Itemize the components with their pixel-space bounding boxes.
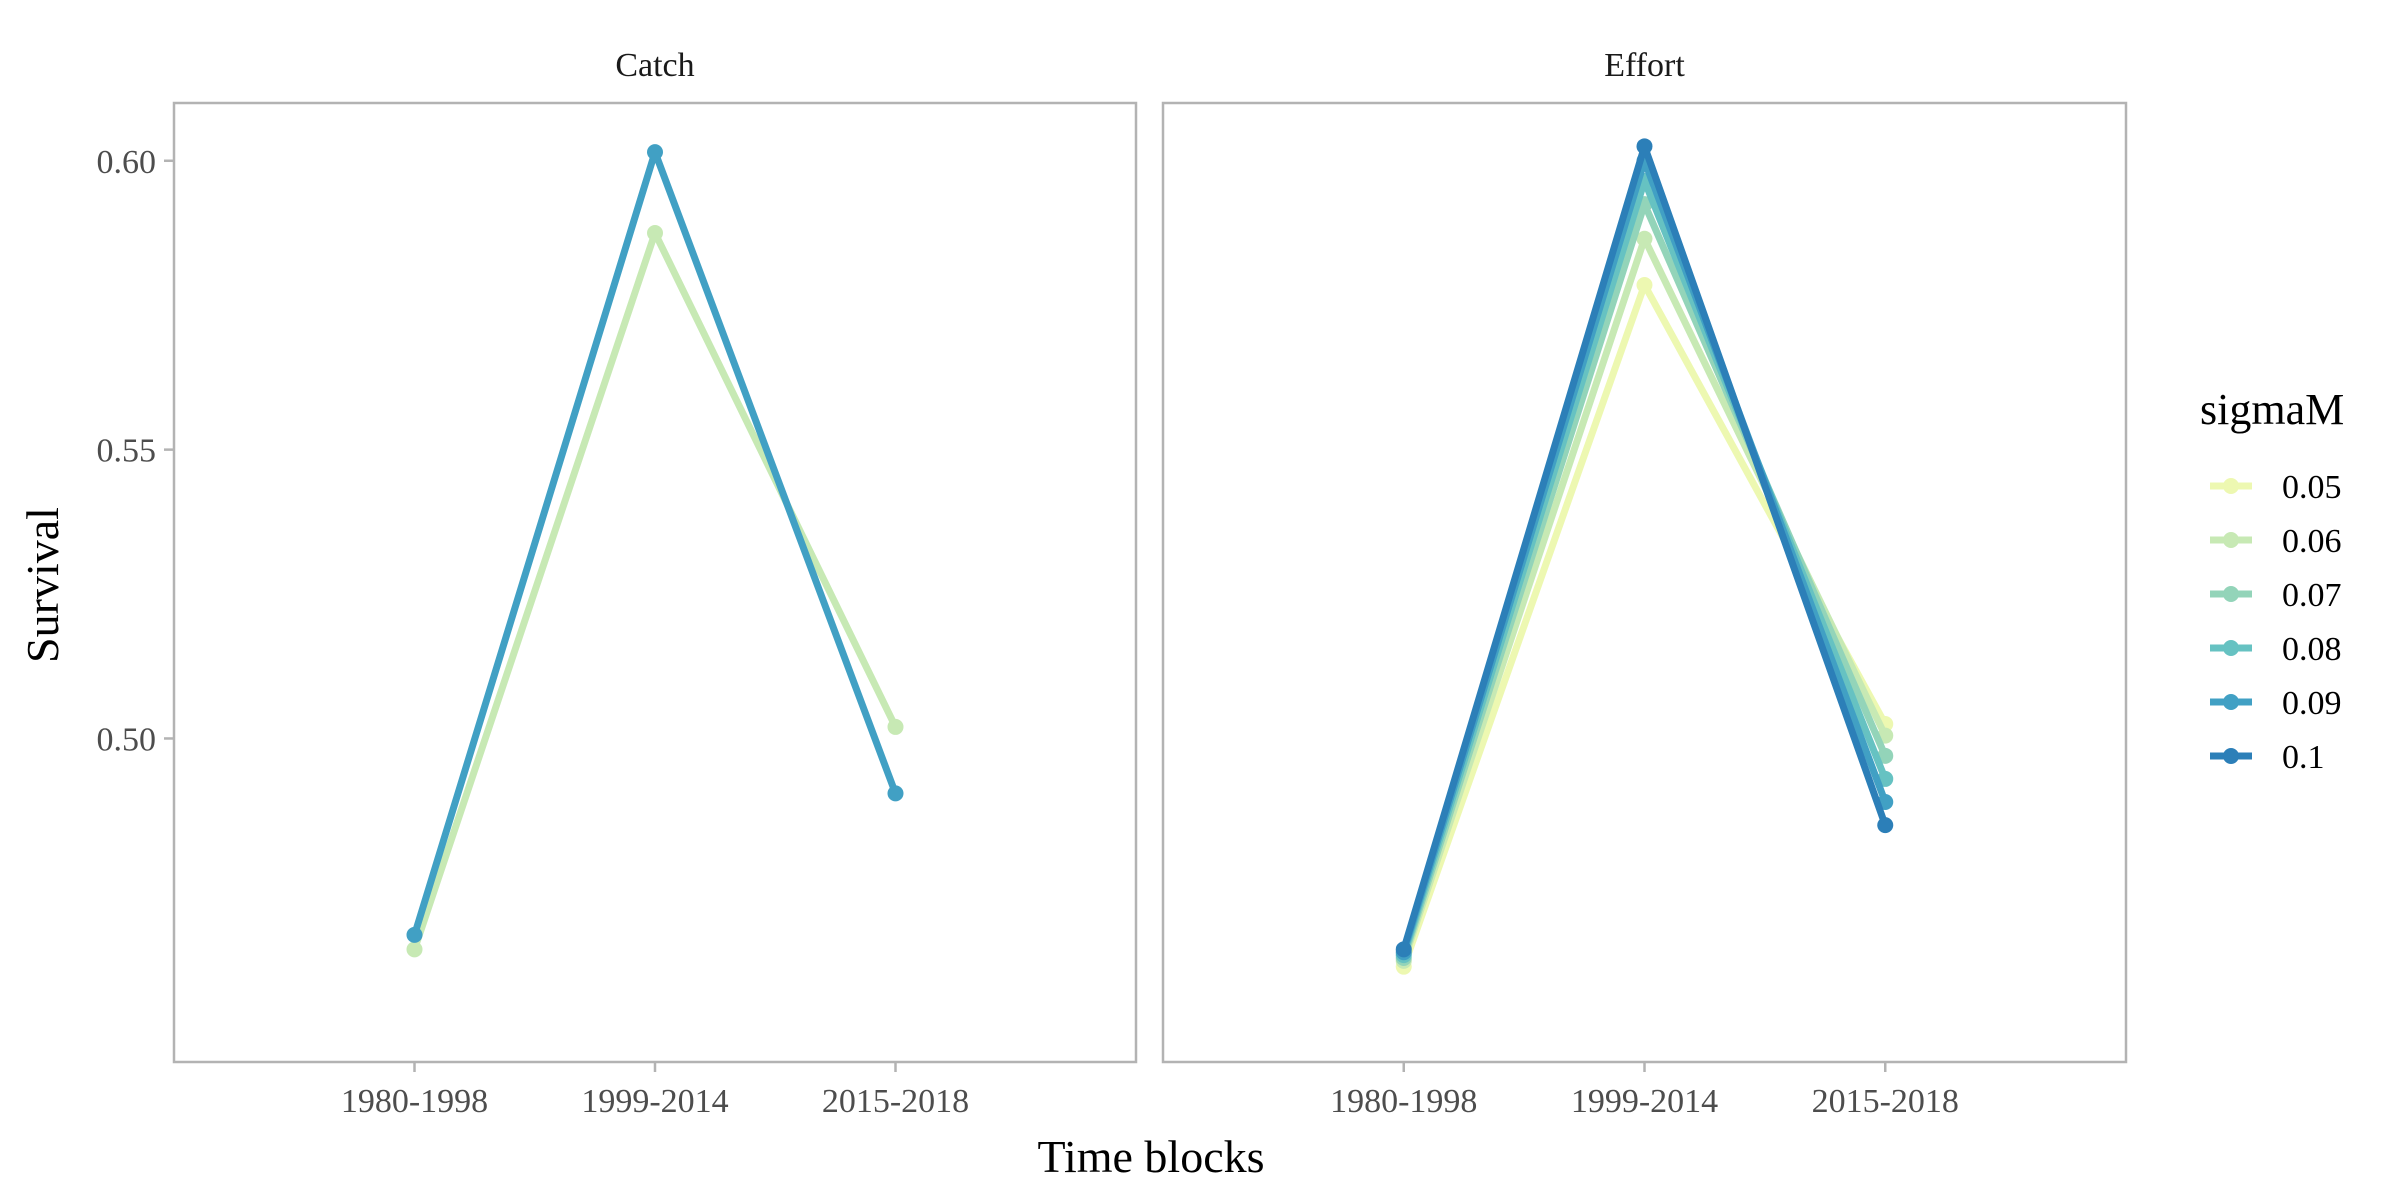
legend-key-point bbox=[2223, 478, 2239, 494]
strip-title-effort: Effort bbox=[1604, 47, 1685, 84]
series-0-1-point bbox=[1877, 817, 1894, 834]
panel-border bbox=[172, 101, 1138, 1064]
series-0-08-line bbox=[1400, 177, 1889, 959]
series-0-06-point bbox=[887, 718, 904, 735]
series-0-09-line bbox=[411, 148, 899, 939]
legend-key-point bbox=[2223, 640, 2239, 656]
series-0-09-point bbox=[647, 144, 663, 161]
legend-entry-0-05: 0.05 bbox=[2210, 469, 2342, 506]
series-0-09-point bbox=[887, 785, 904, 802]
legend-label: 0.07 bbox=[2282, 577, 2342, 614]
facet-panels: Catch 1980-1998 1999-2014 2015-2018 0.50 0.55… bbox=[97, 47, 2128, 1120]
series-0-06 bbox=[406, 224, 904, 958]
x-tick-label: 1980-1998 bbox=[341, 1083, 488, 1120]
legend-entry-0-06: 0.06 bbox=[2210, 523, 2342, 560]
y-tick-label: 0.55 bbox=[97, 433, 157, 470]
legend-title: sigmaM bbox=[2200, 385, 2344, 434]
x-tick-label: 1999-2014 bbox=[581, 1083, 728, 1120]
series-0-05-point bbox=[1636, 276, 1653, 293]
series-0-09 bbox=[406, 144, 904, 943]
legend-entry-0-08: 0.08 bbox=[2210, 631, 2342, 668]
series-0-07 bbox=[1395, 196, 1894, 967]
series-0-06-point bbox=[647, 224, 663, 241]
legend-label: 0.06 bbox=[2282, 523, 2342, 560]
series-0-06-point bbox=[1636, 230, 1653, 247]
y-tick-label: 0.50 bbox=[97, 721, 157, 758]
legend-entry-0-1: 0.1 bbox=[2210, 739, 2325, 776]
x-tick-label: 2015-2018 bbox=[822, 1083, 969, 1120]
x-tick-label: 1999-2014 bbox=[1571, 1083, 1718, 1120]
legend-key-point bbox=[2223, 748, 2239, 764]
strip-title-catch: Catch bbox=[615, 47, 694, 84]
legend-label: 0.1 bbox=[2282, 739, 2325, 776]
y-tick-label: 0.60 bbox=[97, 144, 157, 181]
series-0-1-point bbox=[1636, 138, 1653, 155]
series-0-1-point bbox=[1395, 941, 1412, 958]
series-0-1 bbox=[1395, 138, 1894, 958]
series-0-09-point bbox=[406, 926, 423, 943]
legend-label: 0.08 bbox=[2282, 631, 2342, 668]
series-0-1-line bbox=[1400, 142, 1889, 953]
legend-label: 0.09 bbox=[2282, 685, 2342, 722]
legend-key-point bbox=[2223, 694, 2239, 710]
x-tick-label: 2015-2018 bbox=[1812, 1083, 1959, 1120]
legend-entry-0-07: 0.07 bbox=[2210, 577, 2342, 614]
series-0-09 bbox=[1395, 152, 1894, 961]
legend-key-point bbox=[2223, 532, 2239, 548]
x-tick-label: 1980-1998 bbox=[1330, 1083, 1477, 1120]
y-axis-title: Survival bbox=[17, 507, 68, 663]
panel-catch: Catch 1980-1998 1999-2014 2015-2018 0.50 0.55… bbox=[97, 47, 1138, 1120]
panel-effort: Effort 1980-1998 1999-2014 2015-2018 bbox=[1161, 47, 2128, 1120]
legend-key-point bbox=[2223, 586, 2239, 602]
x-axis-title: Time blocks bbox=[1037, 1131, 1264, 1182]
legend-label: 0.05 bbox=[2282, 469, 2342, 506]
series-0-06-point bbox=[406, 941, 423, 958]
legend-entry-0-09: 0.09 bbox=[2210, 685, 2342, 722]
legend: sigmaM 0.05 0.06 0.07 0.08 0.09 0.1 bbox=[2200, 385, 2344, 776]
